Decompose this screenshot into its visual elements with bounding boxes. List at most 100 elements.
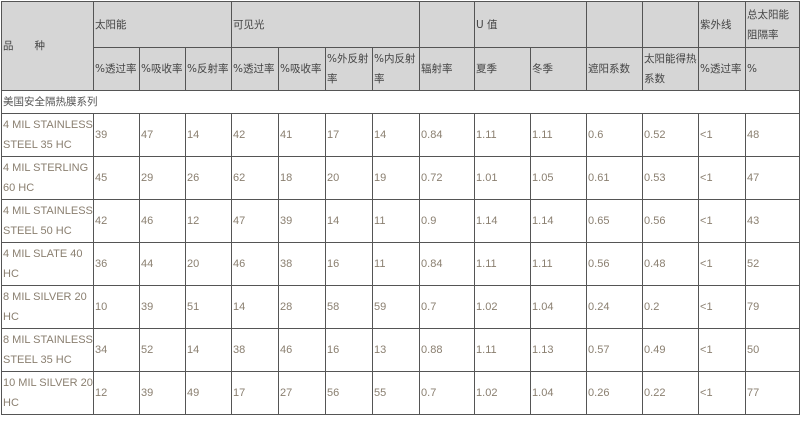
value-cell: 44: [139, 242, 186, 286]
value-cell: 11: [372, 199, 421, 243]
value-cell: <1: [698, 371, 747, 415]
value-cell: 47: [745, 156, 800, 200]
header-total-solar-rejection: 总太阳能阻隔率: [745, 1, 800, 48]
header-visible: 可见光: [231, 1, 421, 48]
product-name: 4 MIL STAINLESS STEEL 35 HC: [1, 113, 94, 157]
value-cell: 18: [278, 156, 327, 200]
value-cell: 0.72: [419, 156, 476, 200]
product-name: 10 MIL SILVER 20 HC: [1, 371, 94, 415]
value-cell: 0.57: [586, 328, 644, 372]
header-sub-cell: %: [745, 47, 800, 91]
value-cell: 16: [325, 328, 374, 372]
header-empty: [642, 1, 700, 48]
header-sub-cell: 辐射率: [419, 47, 476, 91]
value-cell: 20: [184, 242, 233, 286]
value-cell: 0.49: [642, 328, 700, 372]
product-name: 4 MIL SLATE 40 HC: [1, 242, 94, 286]
value-cell: 1.11: [530, 242, 588, 286]
value-cell: 51: [184, 285, 233, 329]
value-cell: 48: [745, 113, 800, 157]
header-sub-cell: %透过率: [698, 47, 747, 91]
value-cell: 55: [372, 371, 421, 415]
value-cell: 42: [231, 113, 280, 157]
value-cell: 1.04: [530, 371, 588, 415]
value-cell: 26: [184, 156, 233, 200]
value-cell: 52: [139, 328, 186, 372]
value-cell: 0.9: [419, 199, 476, 243]
header-row-groups: 品 种 太阳能 可见光 U 值 紫外线 总太阳能阻隔率: [1, 1, 800, 91]
value-cell: 0.88: [419, 328, 476, 372]
value-cell: 0.61: [586, 156, 644, 200]
table-row: 4 MIL STERLING 60 HC 45 29 26 62 18 20 19 0.72 1.…: [1, 156, 800, 200]
value-cell: 45: [93, 156, 140, 200]
value-cell: 1.01: [474, 156, 532, 200]
value-cell: 0.48: [642, 242, 700, 286]
value-cell: 56: [325, 371, 374, 415]
value-cell: 1.13: [530, 328, 588, 372]
value-cell: 0.24: [586, 285, 644, 329]
value-cell: <1: [698, 113, 747, 157]
value-cell: <1: [698, 285, 747, 329]
header-sub-cell: %透过率: [93, 47, 140, 91]
value-cell: 0.65: [586, 199, 644, 243]
film-spec-table: 品 种 太阳能 可见光 U 值 紫外线 总太阳能阻隔率 %透过率 %吸收率 %反射率…: [0, 1, 800, 415]
header-variety: 品 种: [1, 1, 94, 91]
table-row: 8 MIL STAINLESS STEEL 35 HC 34 52 14 38 46 16 1…: [1, 328, 800, 372]
value-cell: 0.52: [642, 113, 700, 157]
header-sub-cell: %吸收率: [278, 47, 327, 91]
value-cell: 41: [278, 113, 327, 157]
value-cell: <1: [698, 242, 747, 286]
product-name: 8 MIL SILVER 20 HC: [1, 285, 94, 329]
value-cell: 50: [745, 328, 800, 372]
value-cell: 46: [231, 242, 280, 286]
value-cell: 12: [93, 371, 140, 415]
section-row: 美国安全隔热膜系列: [0, 90, 800, 114]
value-cell: 0.7: [419, 371, 476, 415]
value-cell: 39: [139, 371, 186, 415]
value-cell: 39: [139, 285, 186, 329]
value-cell: 14: [231, 285, 280, 329]
value-cell: 39: [278, 199, 327, 243]
value-cell: 0.2: [642, 285, 700, 329]
header-sub-cell: %吸收率: [139, 47, 186, 91]
header-row-sub: %透过率 %吸收率 %反射率 %透过率 %吸收率 %外反射率 %内反射率 辐射率 夏季 冬季 遮阳系…: [2, 47, 800, 91]
value-cell: 38: [278, 242, 327, 286]
value-cell: 13: [372, 328, 421, 372]
value-cell: 10: [93, 285, 140, 329]
header-sub-cell: 太阳能得热系数: [642, 47, 700, 91]
header-sub-cell: %反射率: [184, 47, 233, 91]
value-cell: 1.11: [474, 242, 532, 286]
value-cell: 19: [372, 156, 421, 200]
value-cell: 39: [93, 113, 140, 157]
header-u-value: U 值: [474, 1, 588, 48]
value-cell: 17: [231, 371, 280, 415]
table-row: 4 MIL STAINLESS STEEL 35 HC 39 47 14 42 41 17 1…: [1, 113, 800, 157]
value-cell: 59: [372, 285, 421, 329]
value-cell: 47: [231, 199, 280, 243]
value-cell: 46: [139, 199, 186, 243]
value-cell: 1.02: [474, 285, 532, 329]
product-name: 4 MIL STAINLESS STEEL 50 HC: [1, 199, 94, 243]
value-cell: 0.22: [642, 371, 700, 415]
value-cell: 0.6: [586, 113, 644, 157]
value-cell: 0.26: [586, 371, 644, 415]
value-cell: 14: [184, 328, 233, 372]
value-cell: 0.7: [419, 285, 476, 329]
value-cell: 1.04: [530, 285, 588, 329]
header-sub-cell: 夏季: [474, 47, 532, 91]
value-cell: 12: [184, 199, 233, 243]
value-cell: 47: [139, 113, 186, 157]
section-title: 美国安全隔热膜系列: [0, 90, 800, 114]
value-cell: 1.14: [474, 199, 532, 243]
value-cell: <1: [698, 199, 747, 243]
value-cell: 0.56: [642, 199, 700, 243]
header-sub-cell: %透过率: [231, 47, 280, 91]
value-cell: 14: [184, 113, 233, 157]
value-cell: 77: [745, 371, 800, 415]
value-cell: 79: [745, 285, 800, 329]
value-cell: 16: [325, 242, 374, 286]
value-cell: <1: [698, 328, 747, 372]
value-cell: 0.84: [419, 242, 476, 286]
value-cell: 11: [372, 242, 421, 286]
value-cell: 0.53: [642, 156, 700, 200]
